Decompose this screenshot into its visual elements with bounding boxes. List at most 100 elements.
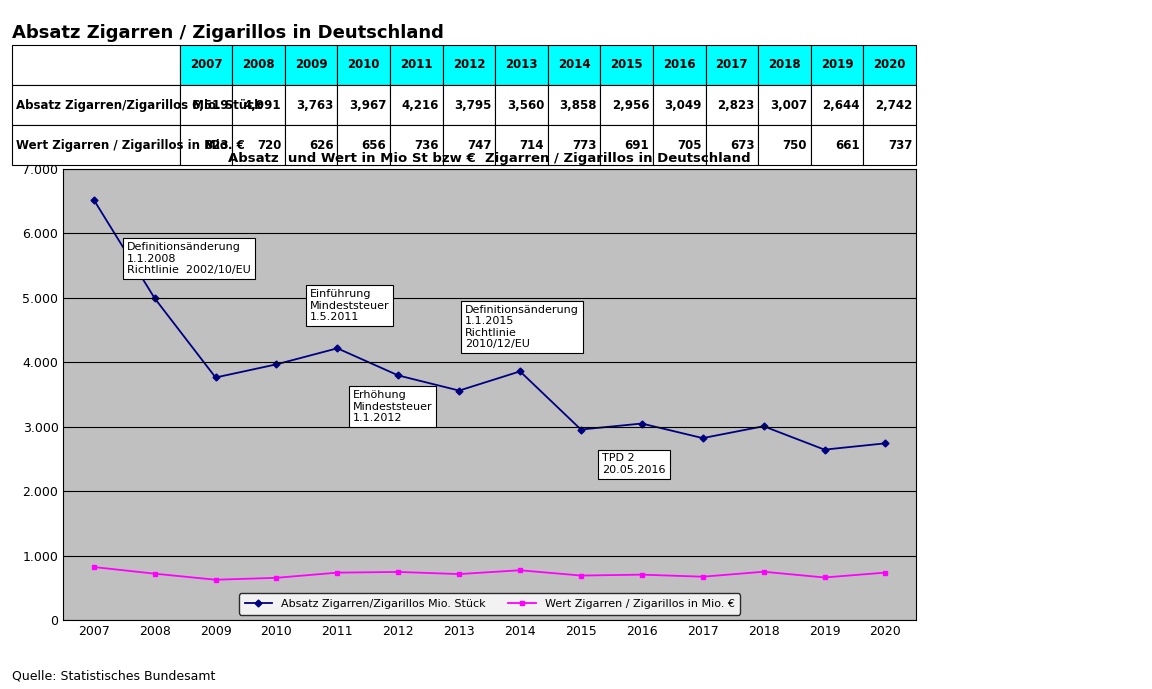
Text: 2009: 2009 <box>295 59 327 72</box>
Text: 773: 773 <box>573 138 597 152</box>
Wert Zigarren / Zigarillos in Mio. € <box>513 566 526 575</box>
Bar <box>442 85 495 125</box>
Text: 3,795: 3,795 <box>454 99 492 112</box>
Bar <box>180 125 233 165</box>
Bar <box>285 85 338 125</box>
Absatz Zigarren/Zigarillos Mio. Stück <box>696 434 710 442</box>
Text: 2,956: 2,956 <box>612 99 650 112</box>
Text: 714: 714 <box>520 138 544 152</box>
Text: 626: 626 <box>309 138 334 152</box>
Bar <box>600 125 653 165</box>
Wert Zigarren / Zigarillos in Mio. € <box>574 571 588 579</box>
Text: Absatz Zigarren / Zigarillos in Deutschland: Absatz Zigarren / Zigarillos in Deutschl… <box>12 24 444 42</box>
Line: Wert Zigarren / Zigarillos in Mio. €: Wert Zigarren / Zigarillos in Mio. € <box>91 564 888 582</box>
Text: 6,519: 6,519 <box>191 99 229 112</box>
Text: 3,007: 3,007 <box>770 99 808 112</box>
Wert Zigarren / Zigarillos in Mio. € <box>879 568 893 577</box>
Bar <box>758 125 811 165</box>
Bar <box>548 125 600 165</box>
Text: 823: 823 <box>204 138 229 152</box>
Bar <box>12 45 180 85</box>
Bar <box>442 125 495 165</box>
Wert Zigarren / Zigarillos in Mio. € <box>818 573 832 582</box>
Text: 2011: 2011 <box>400 59 433 72</box>
Text: Quelle: Statistisches Bundesamt: Quelle: Statistisches Bundesamt <box>12 669 215 682</box>
Text: 2010: 2010 <box>348 59 380 72</box>
Bar <box>338 85 391 125</box>
Absatz Zigarren/Zigarillos Mio. Stück <box>453 387 467 395</box>
Text: Erhöhung
Mindeststeuer
1.1.2012: Erhöhung Mindeststeuer 1.1.2012 <box>353 390 432 424</box>
Wert Zigarren / Zigarillos in Mio. € <box>635 570 649 579</box>
Title: Absatz  und Wert in Mio St bzw €  Zigarren / Zigarillos in Deutschland: Absatz und Wert in Mio St bzw € Zigarren… <box>228 152 751 165</box>
Bar <box>338 125 391 165</box>
Bar <box>391 45 442 85</box>
Bar <box>285 125 338 165</box>
Bar <box>391 85 442 125</box>
Bar <box>180 45 233 85</box>
Text: 736: 736 <box>415 138 439 152</box>
Text: 2019: 2019 <box>820 59 854 72</box>
Text: 673: 673 <box>730 138 755 152</box>
Text: 3,560: 3,560 <box>507 99 544 112</box>
Text: TPD 2
20.05.2016: TPD 2 20.05.2016 <box>602 453 666 475</box>
Text: Definitionsänderung
1.1.2015
Richtlinie
2010/12/EU: Definitionsänderung 1.1.2015 Richtlinie … <box>465 305 579 349</box>
Text: 4,991: 4,991 <box>244 99 281 112</box>
Bar <box>180 85 233 125</box>
Bar <box>338 45 391 85</box>
Wert Zigarren / Zigarillos in Mio. € <box>147 570 161 578</box>
Text: 2015: 2015 <box>611 59 643 72</box>
Text: 2,644: 2,644 <box>823 99 859 112</box>
Text: 2012: 2012 <box>453 59 485 72</box>
Text: 2,742: 2,742 <box>876 99 912 112</box>
Wert Zigarren / Zigarillos in Mio. € <box>209 575 222 584</box>
Text: 2017: 2017 <box>715 59 748 72</box>
Bar <box>391 125 442 165</box>
Bar <box>653 45 705 85</box>
Text: 2016: 2016 <box>662 59 696 72</box>
Wert Zigarren / Zigarillos in Mio. € <box>392 568 406 576</box>
Absatz Zigarren/Zigarillos Mio. Stück <box>331 344 344 353</box>
Text: 4,216: 4,216 <box>402 99 439 112</box>
Absatz Zigarren/Zigarillos Mio. Stück <box>513 367 526 376</box>
Bar <box>705 45 758 85</box>
Text: 661: 661 <box>835 138 859 152</box>
Bar <box>12 125 180 165</box>
Bar <box>233 85 285 125</box>
Wert Zigarren / Zigarillos in Mio. € <box>270 574 283 582</box>
Bar <box>758 85 811 125</box>
Text: 2018: 2018 <box>768 59 801 72</box>
Text: 747: 747 <box>467 138 492 152</box>
Absatz Zigarren/Zigarillos Mio. Stück <box>635 420 649 428</box>
Bar <box>653 125 705 165</box>
Wert Zigarren / Zigarillos in Mio. € <box>86 563 100 571</box>
Legend: Absatz Zigarren/Zigarillos Mio. Stück, Wert Zigarren / Zigarillos in Mio. €: Absatz Zigarren/Zigarillos Mio. Stück, W… <box>238 593 741 615</box>
Absatz Zigarren/Zigarillos Mio. Stück <box>757 422 771 431</box>
Text: 720: 720 <box>257 138 281 152</box>
Bar <box>705 85 758 125</box>
Text: 2020: 2020 <box>873 59 905 72</box>
Bar <box>12 85 180 125</box>
Bar <box>758 45 811 85</box>
Bar <box>285 45 338 85</box>
Text: 2,823: 2,823 <box>718 99 755 112</box>
Bar <box>811 85 863 125</box>
Wert Zigarren / Zigarillos in Mio. € <box>331 568 344 577</box>
Absatz Zigarren/Zigarillos Mio. Stück <box>574 425 588 433</box>
Wert Zigarren / Zigarillos in Mio. € <box>696 573 710 581</box>
Absatz Zigarren/Zigarillos Mio. Stück <box>209 373 222 382</box>
Bar <box>600 45 653 85</box>
Text: 2007: 2007 <box>190 59 222 72</box>
Text: 750: 750 <box>782 138 808 152</box>
Bar <box>495 85 548 125</box>
Bar <box>495 45 548 85</box>
Line: Absatz Zigarren/Zigarillos Mio. Stück: Absatz Zigarren/Zigarillos Mio. Stück <box>91 197 888 452</box>
Text: Absatz Zigarren/Zigarillos Mio. Stück: Absatz Zigarren/Zigarillos Mio. Stück <box>16 99 262 112</box>
Bar <box>548 45 600 85</box>
Text: Wert Zigarren / Zigarillos in Mio. €: Wert Zigarren / Zigarillos in Mio. € <box>16 138 244 152</box>
Absatz Zigarren/Zigarillos Mio. Stück <box>392 371 406 380</box>
Text: 656: 656 <box>362 138 386 152</box>
Absatz Zigarren/Zigarillos Mio. Stück <box>879 439 893 447</box>
Text: 3,858: 3,858 <box>559 99 597 112</box>
Text: 691: 691 <box>624 138 650 152</box>
Bar <box>442 45 495 85</box>
